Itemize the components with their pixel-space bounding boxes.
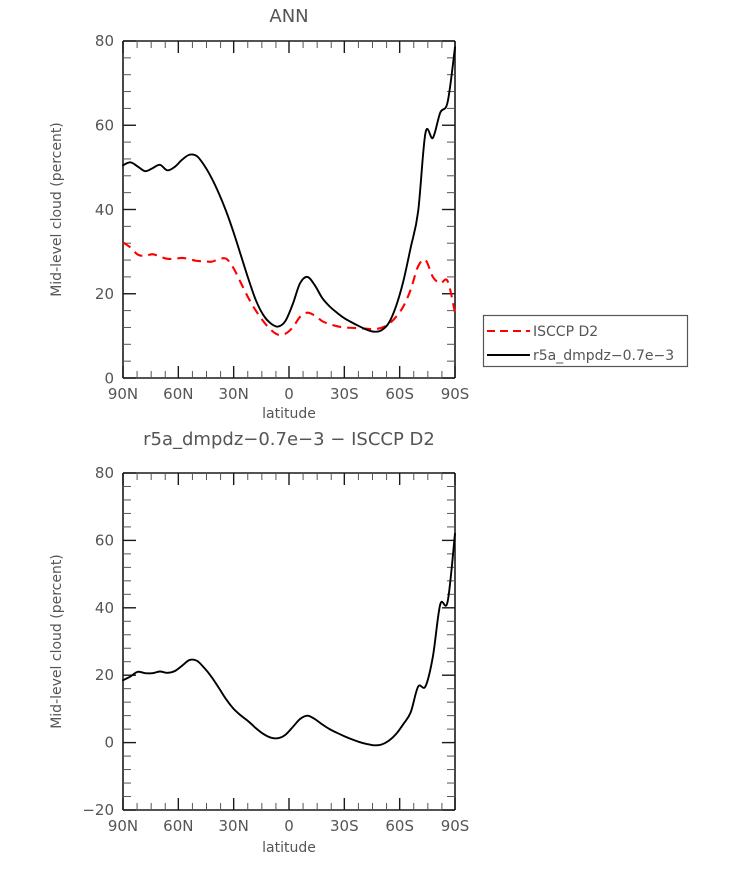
top-xtick-60s: 60S (385, 385, 414, 403)
bottom-panel-ylabel: Mid-level cloud (percent) (49, 554, 65, 729)
bottom-xtick-60s: 60S (385, 817, 414, 835)
top-ytick-80: 80 (95, 32, 114, 50)
bottom-panel-x-minor-ticks (137, 473, 442, 810)
top-ytick-40: 40 (95, 201, 114, 219)
bottom-xtick-90n: 90N (108, 817, 138, 835)
top-xtick-30n: 30N (219, 385, 249, 403)
bottom-xtick-60n: 60N (163, 817, 193, 835)
top-xtick-60n: 60N (163, 385, 193, 403)
bottom-xtick-30n: 30N (219, 817, 249, 835)
top-panel-x-ticks (123, 41, 455, 378)
series-isccp-d2-line (123, 242, 455, 335)
top-panel-title: ANN (269, 6, 308, 27)
legend: ISCCP D2 r5a_dmpdz−0.7e−3 (484, 316, 688, 367)
top-panel: ANN (49, 6, 469, 422)
bottom-panel-y-ticks (123, 473, 455, 810)
bottom-xtick-90s: 90S (441, 817, 470, 835)
bottom-panel: r5a_dmpdz−0.7e−3 − ISCCP D2 (49, 429, 469, 856)
top-xtick-90n: 90N (108, 385, 138, 403)
bottom-ytick-80: 80 (95, 464, 114, 482)
bottom-ytick-20: 20 (95, 666, 114, 684)
figure-container: ANN (0, 0, 733, 869)
top-panel-xlabel: latitude (262, 406, 316, 422)
bottom-ytick-40: 40 (95, 599, 114, 617)
bottom-panel-xlabel: latitude (262, 840, 316, 856)
bottom-ytick-60: 60 (95, 531, 114, 549)
legend-label-isccp-d2: ISCCP D2 (533, 324, 598, 340)
bottom-panel-x-ticks (123, 473, 455, 810)
bottom-ytick-0: 0 (104, 734, 114, 752)
plot-canvas: ANN (0, 0, 733, 869)
series-difference-line (123, 534, 455, 746)
top-panel-axes (123, 41, 455, 378)
bottom-panel-y-minor-ticks (123, 486, 455, 796)
bottom-xtick-0: 0 (284, 817, 294, 835)
top-xtick-0: 0 (284, 385, 294, 403)
series-model-line (123, 47, 455, 331)
top-xtick-90s: 90S (441, 385, 470, 403)
bottom-panel-title: r5a_dmpdz−0.7e−3 − ISCCP D2 (143, 429, 435, 450)
top-panel-x-minor-ticks (137, 41, 442, 378)
top-xtick-30s: 30S (330, 385, 359, 403)
top-ytick-60: 60 (95, 117, 114, 135)
top-ytick-20: 20 (95, 285, 114, 303)
top-panel-ylabel: Mid-level cloud (percent) (49, 122, 65, 297)
top-panel-y-ticks (123, 41, 455, 378)
bottom-xtick-30s: 30S (330, 817, 359, 835)
legend-label-model: r5a_dmpdz−0.7e−3 (533, 348, 674, 364)
bottom-panel-axes (123, 473, 455, 810)
